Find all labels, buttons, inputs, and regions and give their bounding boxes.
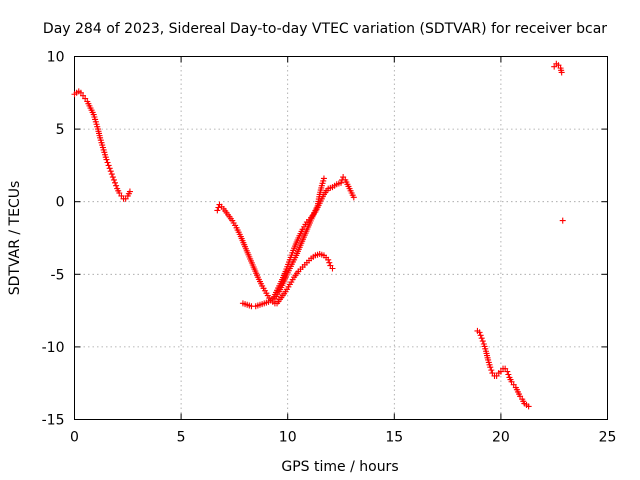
data-point [112, 179, 119, 186]
series-segment-3 [239, 174, 357, 310]
x-tick-label: 20 [492, 430, 510, 446]
chart-title: Day 284 of 2023, Sidereal Day-to-day VTE… [43, 21, 607, 37]
data-point [488, 367, 495, 374]
data-point [505, 371, 512, 378]
series-segment-1 [71, 88, 133, 202]
data-point [110, 176, 117, 183]
series-segment-5 [274, 250, 336, 307]
data-point [104, 159, 111, 166]
data-point [107, 168, 114, 175]
data-points [71, 60, 566, 410]
series-segment-7 [551, 60, 566, 224]
y-tick-label: 0 [56, 195, 65, 211]
y-tick-label: 5 [56, 122, 65, 138]
plot-frame [74, 56, 608, 420]
x-tick-label: 0 [70, 430, 79, 446]
x-tick-label: 25 [599, 430, 617, 446]
series-segment-6 [474, 327, 532, 410]
data-point [113, 182, 120, 189]
data-point [108, 171, 115, 178]
data-point [338, 179, 344, 186]
data-point [559, 217, 566, 224]
data-point [476, 329, 483, 336]
series-segment-2 [214, 201, 278, 307]
data-point [479, 338, 486, 345]
data-point [487, 364, 494, 371]
data-point [477, 332, 484, 339]
data-point [126, 188, 133, 195]
data-point [106, 165, 113, 172]
data-point [103, 156, 110, 163]
axis-ticks: 0 5 10 15 20 25 -15 -10 -5 0 5 10 [42, 50, 617, 446]
data-point [325, 256, 332, 263]
x-tick-label: 5 [177, 430, 186, 446]
grid [74, 56, 608, 420]
data-point [558, 69, 565, 76]
data-point [105, 162, 112, 169]
data-point [326, 259, 333, 266]
data-point [214, 207, 221, 214]
data-point [478, 335, 485, 342]
data-point [350, 194, 357, 201]
data-point [329, 265, 336, 272]
y-tick-label: -15 [42, 413, 65, 429]
data-point [109, 174, 116, 181]
y-tick-label: -5 [51, 267, 65, 283]
x-tick-label: 15 [385, 430, 403, 446]
series-segment-4 [271, 175, 327, 302]
data-point [215, 204, 222, 211]
x-tick-label: 10 [279, 430, 297, 446]
y-axis-label: SDTVAR / TECUs [7, 181, 23, 296]
data-point [320, 175, 327, 182]
data-point [525, 403, 532, 410]
x-axis-label: GPS time / hours [281, 459, 398, 475]
data-point [504, 368, 511, 375]
y-tick-label: 10 [47, 50, 65, 66]
y-tick-label: -10 [42, 340, 65, 356]
